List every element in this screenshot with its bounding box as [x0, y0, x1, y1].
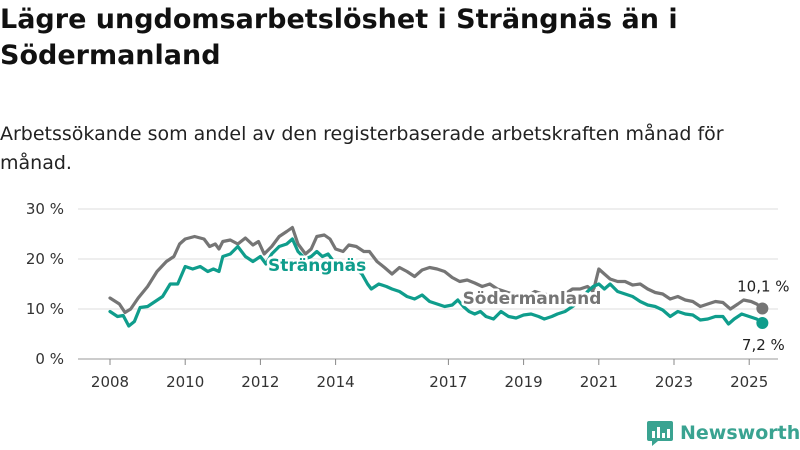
y-tick-label: 30 % [26, 200, 64, 218]
x-tick-label: 2019 [505, 373, 543, 391]
series-end-label-1: 7,2 % [742, 336, 785, 354]
chart-title: Lägre ungdomsarbetslöshet i Strängnäs än… [0, 4, 678, 71]
x-tick-label: 2023 [655, 373, 693, 391]
series-line-0 [108, 225, 764, 315]
series-end-point-1 [756, 317, 769, 329]
x-axis: 2008 2010 2012 2014 2017 2019 2021 2023 2025 [91, 359, 768, 391]
x-tick-label: 2014 [317, 373, 355, 391]
series-name-label-1: Strängnäs [268, 256, 366, 276]
y-tick-label: 20 % [26, 250, 64, 268]
series-end-point-0 [756, 302, 769, 315]
x-tick-label: 2025 [730, 373, 768, 391]
series-end-label-0: 10,1 % [737, 278, 789, 296]
newsworthy-logo: Newsworthy [646, 418, 800, 448]
gridlines: 0 % 10 % 20 % 30 % [26, 200, 778, 368]
series-line-1 [108, 237, 764, 328]
series-lines [108, 225, 769, 329]
x-tick-label: 2008 [91, 373, 129, 391]
x-tick-label: 2017 [429, 373, 467, 391]
x-tick-label: 2021 [580, 373, 618, 391]
y-tick-label: 10 % [26, 300, 64, 318]
x-tick-label: 2012 [241, 373, 279, 391]
brand-name: Newsworthy [680, 422, 800, 444]
y-tick-label: 0 % [35, 350, 64, 368]
series-labels: 10,1 % 7,2 % Södermanland Strängnäs [266, 254, 790, 355]
x-tick-label: 2010 [166, 373, 204, 391]
chart-subtitle: Arbetssökande som andel av den registerb… [0, 123, 724, 174]
series-name-label-0: Södermanland [463, 289, 602, 309]
bar-chart-icon [647, 421, 673, 446]
